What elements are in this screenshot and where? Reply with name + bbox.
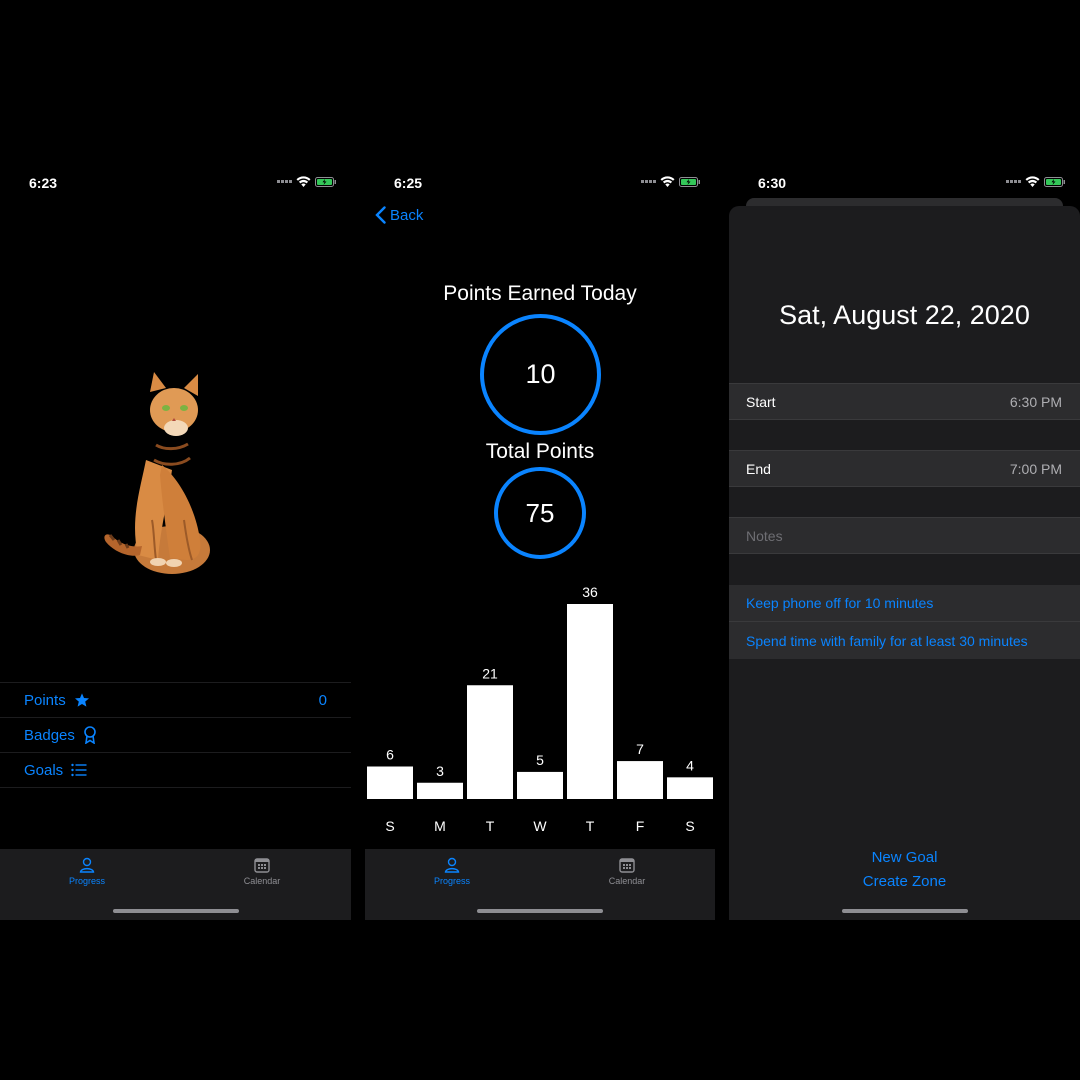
start-value: 6:30 PM [1009,393,1062,410]
signal-icon [277,180,292,183]
signal-icon [1006,180,1021,183]
chart-bar [667,777,713,799]
menu-row-goals[interactable]: Goals [0,752,351,788]
chart-data-label: 21 [482,665,498,681]
points-screen: 6:25 Back Points Earned Today 10 Total P… [365,160,715,920]
chart-data-label: 7 [636,741,644,757]
goal-item[interactable]: Spend time with family for at least 30 m… [729,622,1080,659]
battery-charging-icon [315,176,337,187]
chart-data-label: 3 [436,763,444,779]
status-time: 6:23 [29,175,58,191]
progress-menu: Points 0 Badges Goals [0,682,351,788]
chart-bar [367,766,413,799]
tab-progress[interactable]: Progress [407,857,497,886]
date-title: Sat, August 22, 2020 [779,300,1030,330]
chart-category-label: S [685,818,694,834]
chart-category-label: S [385,818,394,834]
calendar-icon [254,858,270,873]
tab-calendar-label: Calendar [608,876,646,886]
status-icons [277,176,337,187]
chart-bar [417,782,463,799]
menu-row-points[interactable]: Points 0 [0,682,351,717]
notes-field[interactable]: Notes [729,517,1080,554]
chart-category-label: W [533,818,547,834]
tab-calendar-label: Calendar [243,876,281,886]
weekly-points-chart: 6 S 3 M 21 T 5 W 36 T 7 F 4 S [367,584,713,834]
back-button[interactable]: Back [375,206,423,224]
chart-bar [517,771,563,799]
end-label: End [746,460,771,477]
goal-item-label: Spend time with family for at least 30 m… [746,632,1028,649]
chart-category-label: M [434,818,446,834]
person-icon [444,857,460,873]
points-label: Points [24,691,66,709]
status-bar: 6:25 [365,160,715,204]
cat-illustration [100,370,220,580]
points-today-value: 10 [525,359,556,389]
person-icon [79,857,95,873]
tab-calendar[interactable]: Calendar [582,857,672,886]
tab-calendar[interactable]: Calendar [217,857,307,886]
home-indicator [112,909,239,913]
goal-item-label: Keep phone off for 10 minutes [746,595,934,611]
tab-progress[interactable]: Progress [42,857,132,886]
chart-category-label: T [586,818,595,834]
points-today-title: Points Earned Today [443,282,637,305]
goals-label: Goals [24,761,64,779]
end-time-row[interactable]: End 7:00 PM [729,450,1080,487]
wifi-icon [1025,176,1040,187]
start-label: Start [746,393,776,410]
list-icon [71,763,87,777]
battery-charging-icon [679,176,701,187]
back-label: Back [390,206,424,224]
home-indicator [841,909,968,913]
tab-bar: Progress Calendar [365,849,715,920]
notes-placeholder: Notes [746,527,783,544]
tab-progress-label: Progress [433,876,470,886]
tab-bar: Progress Calendar [0,849,351,920]
calendar-icon [619,858,635,873]
points-value: 0 [318,691,327,709]
badges-label: Badges [24,726,75,744]
chart-bar [617,761,663,799]
chevron-left-icon [375,206,386,224]
wifi-icon [660,176,675,187]
total-points-title: Total Points [485,440,595,463]
points-today-ring: 10 [480,314,601,435]
goal-item[interactable]: Keep phone off for 10 minutes [729,585,1080,622]
status-bar: 6:23 [0,160,351,204]
badge-ribbon-icon [83,726,97,744]
end-value: 7:00 PM [1009,460,1062,477]
status-time: 6:30 [758,175,787,191]
battery-charging-icon [1044,176,1066,187]
chart-bar [567,604,613,799]
status-time: 6:25 [394,175,423,191]
progress-screen: 6:23 [0,160,351,920]
start-time-row[interactable]: Start 6:30 PM [729,383,1080,420]
status-icons [641,176,701,187]
create-zone-button[interactable]: Create Zone [862,873,947,890]
chart-data-label: 36 [582,584,598,600]
new-goal-button[interactable]: New Goal [871,849,938,866]
tab-progress-label: Progress [68,876,105,886]
home-indicator [477,909,603,913]
chart-data-label: 4 [686,757,694,773]
chart-data-label: 6 [386,747,394,763]
wifi-icon [296,176,311,187]
total-points-ring: 75 [494,467,586,559]
total-points-value: 75 [525,497,555,528]
calendar-event-screen: 6:30 Sat, August 22, 2020 Start 6:30 PM … [729,160,1080,920]
star-icon [74,692,90,708]
chart-category-label: F [636,818,645,834]
event-sheet [729,206,1080,920]
status-bar: 6:30 [729,160,1080,204]
chart-category-label: T [486,818,495,834]
chart-data-label: 5 [536,752,544,768]
chart-bar [467,685,513,799]
status-icons [1006,176,1066,187]
signal-icon [641,180,656,183]
menu-row-badges[interactable]: Badges [0,717,351,752]
